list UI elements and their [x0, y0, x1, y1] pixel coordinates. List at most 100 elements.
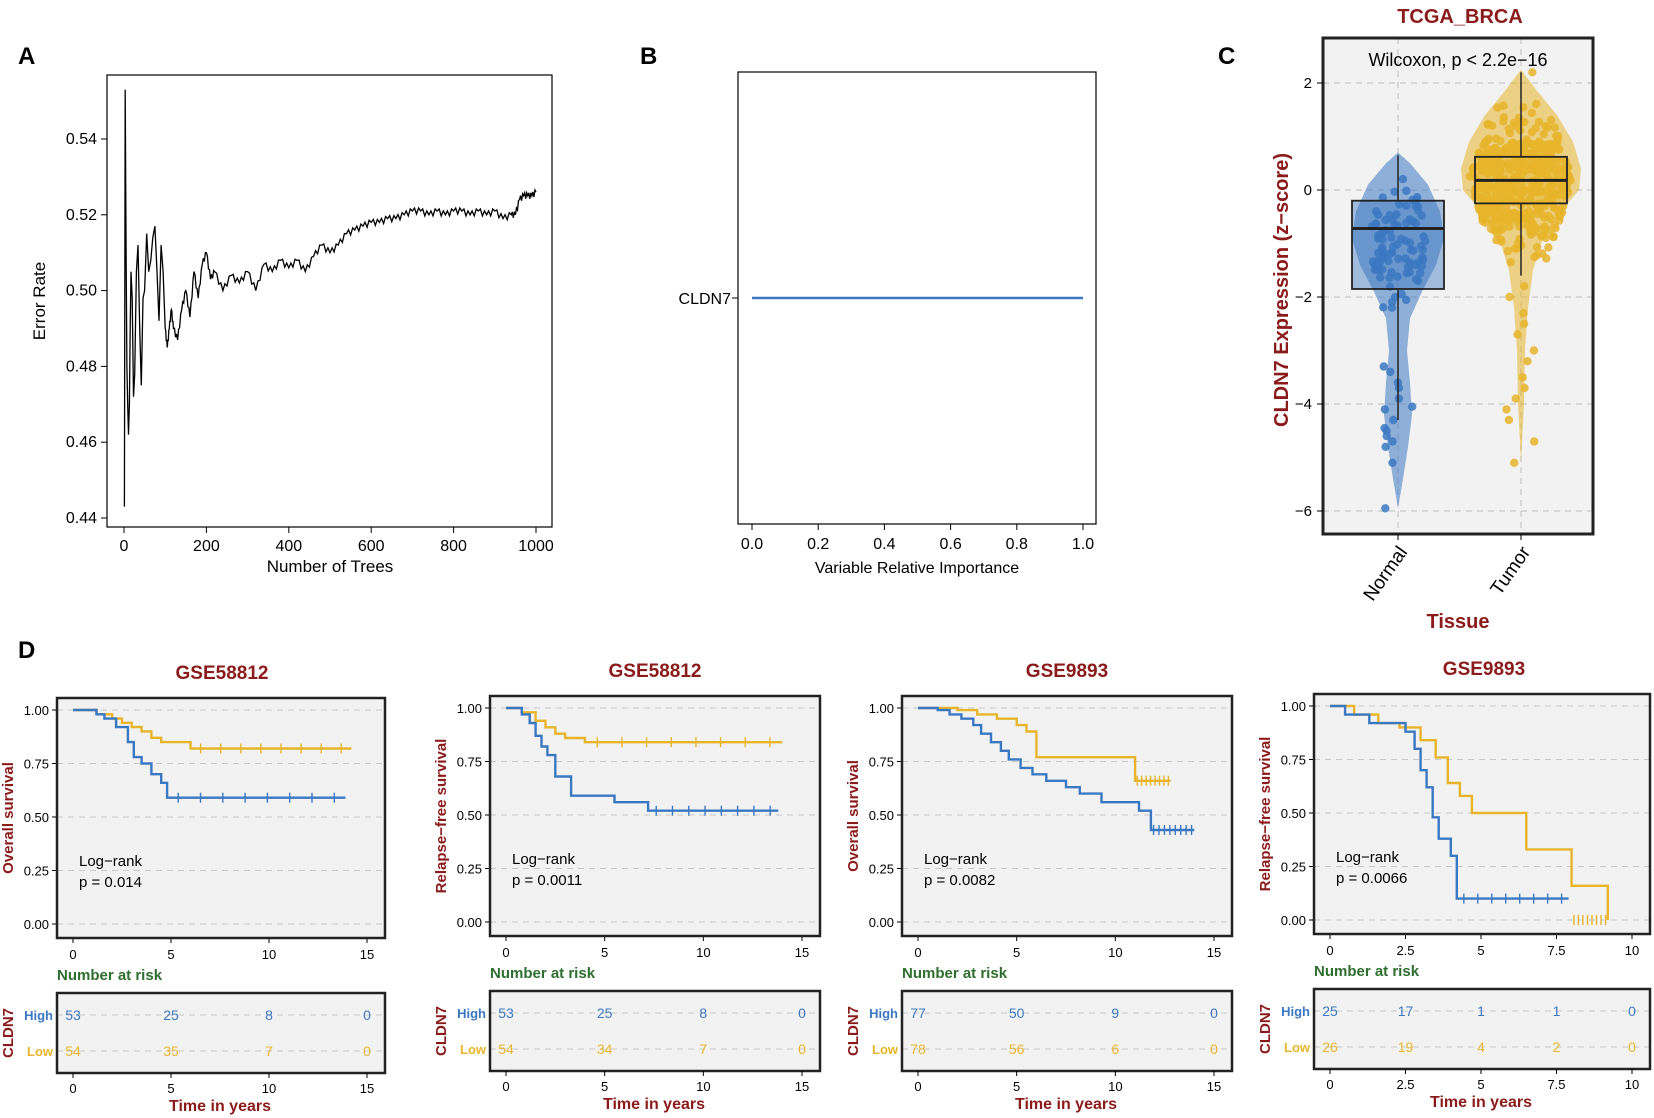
km-x-tick-label: 5 — [1477, 943, 1484, 958]
tumor-data-point — [1546, 115, 1556, 125]
normal-data-point — [1379, 303, 1388, 312]
tumor-data-point — [1475, 162, 1484, 171]
risk-table-background — [902, 991, 1232, 1071]
panel-c-y-tick-label: −2 — [1295, 289, 1312, 306]
km-pvalue-method: Log−rank — [1336, 849, 1399, 866]
risk-row-label: Low — [460, 1042, 487, 1057]
tumor-data-point — [1534, 117, 1544, 127]
tumor-data-point — [1542, 254, 1551, 263]
normal-data-point — [1387, 303, 1397, 312]
km-x-label: Time in years — [169, 1098, 271, 1115]
tumor-data-point — [1517, 170, 1527, 179]
km-x-tick-label: 0 — [502, 945, 509, 960]
km-y-tick-label: 0.25 — [457, 862, 482, 877]
km-y-tick-label: 1.00 — [457, 701, 482, 716]
risk-x-tick-label: 5 — [1477, 1077, 1484, 1092]
tumor-data-point — [1486, 224, 1496, 233]
panel-label-b: B — [640, 43, 657, 70]
tumor-data-point — [1511, 394, 1521, 403]
risk-x-tick-label: 10 — [696, 1079, 710, 1094]
km-x-tick-label: 10 — [1625, 943, 1639, 958]
km-plot-frame — [900, 694, 1234, 938]
panel-c-boxplot: TCGA_BRCA Wilcoxon, p < 2.2e−16 2 0 −2 −4 −6… — [1271, 6, 1595, 633]
tumor-data-point — [1519, 319, 1529, 328]
km-pvalue-method: Log−rank — [924, 851, 987, 868]
tumor-data-point — [1544, 211, 1553, 221]
km-plot-background — [902, 696, 1232, 936]
km-pvalue: p = 0.0066 — [1336, 870, 1407, 887]
tumor-data-point — [1553, 171, 1562, 180]
risk-x-tick-label: 0 — [502, 1079, 509, 1094]
tumor-data-point — [1542, 144, 1551, 153]
km-y-tick-label: 0.50 — [457, 808, 482, 823]
normal-data-point — [1390, 187, 1399, 196]
risk-x-tick-label: 5 — [601, 1079, 608, 1094]
km-x-label: Time in years — [1430, 1094, 1532, 1111]
tumor-data-point — [1513, 330, 1522, 339]
km-x-tick-label: 5 — [601, 945, 608, 960]
risk-count: 78 — [910, 1041, 926, 1057]
panel-a-y-tick-label: 0.50 — [66, 283, 97, 300]
tumor-data-point — [1484, 134, 1493, 144]
panel-b-category-label: CLDN7 — [679, 291, 732, 308]
normal-data-point — [1380, 405, 1390, 414]
normal-data-point — [1381, 442, 1390, 451]
panel-a-x-tick-label: 1000 — [518, 538, 554, 555]
normal-data-point — [1377, 243, 1387, 252]
panel-a-y-tick-label: 0.46 — [66, 434, 97, 451]
panel-a-y-label: Error Rate — [30, 262, 49, 340]
normal-data-point — [1378, 193, 1388, 202]
risk-table-title: Number at risk — [902, 965, 1008, 982]
tumor-data-point — [1537, 160, 1546, 169]
panel-a-y-tick-label: 0.52 — [66, 207, 97, 224]
normal-data-point — [1394, 383, 1404, 393]
km-curve-high — [918, 706, 1195, 832]
normal-data-point — [1405, 238, 1415, 247]
normal-data-point — [1371, 220, 1381, 229]
risk-count: 35 — [163, 1043, 179, 1059]
tumor-data-point — [1527, 128, 1537, 137]
km-y-label: Overall survival — [845, 760, 862, 872]
risk-count: 8 — [265, 1007, 273, 1023]
tumor-data-point — [1474, 192, 1483, 201]
tumor-data-point — [1505, 292, 1514, 302]
km-y-tick-label: 0.00 — [24, 917, 49, 932]
km-x-tick-label: 15 — [795, 945, 809, 960]
risk-table-background — [490, 991, 820, 1071]
km-plot-background — [490, 696, 820, 936]
risk-row-label: Low — [872, 1042, 899, 1057]
normal-data-point — [1393, 272, 1402, 281]
risk-count: 6 — [1111, 1041, 1119, 1057]
km-x-tick-label: 5 — [167, 947, 174, 962]
km-y-tick-label: 0.50 — [1281, 806, 1306, 821]
risk-row-label: High — [457, 1006, 486, 1021]
normal-data-point — [1386, 367, 1395, 377]
tumor-data-point — [1488, 209, 1497, 218]
km-x-label: Time in years — [1015, 1096, 1117, 1113]
tumor-data-point — [1539, 129, 1549, 139]
risk-row-label: High — [24, 1008, 53, 1023]
panel-a-y-tick-label: 0.44 — [66, 510, 97, 527]
km-plot-frame — [488, 694, 822, 938]
tumor-data-point — [1504, 124, 1514, 133]
risk-count: 2 — [1553, 1039, 1561, 1055]
km-y-tick-label: 1.00 — [869, 701, 894, 716]
tumor-data-point — [1518, 373, 1527, 382]
km-plot-frame — [1312, 692, 1652, 936]
tumor-data-point — [1530, 437, 1539, 446]
panel-a-x-tick-label: 200 — [193, 538, 220, 555]
km-y-tick-label: 0.75 — [1281, 753, 1306, 768]
tumor-data-point — [1530, 253, 1539, 262]
normal-data-point — [1388, 437, 1397, 446]
km-plot-frame — [55, 696, 387, 940]
km-y-tick-label: 0.25 — [24, 864, 49, 879]
risk-table-title: Number at risk — [490, 965, 596, 982]
tumor-data-point — [1491, 134, 1501, 143]
tumor-data-point — [1532, 99, 1541, 109]
km-x-tick-label: 10 — [696, 945, 710, 960]
km-y-tick-label: 1.00 — [1281, 699, 1306, 714]
normal-data-point — [1403, 262, 1413, 272]
risk-table-frame — [900, 989, 1234, 1073]
panel-b-x-tick-label: 0.8 — [1006, 536, 1028, 553]
